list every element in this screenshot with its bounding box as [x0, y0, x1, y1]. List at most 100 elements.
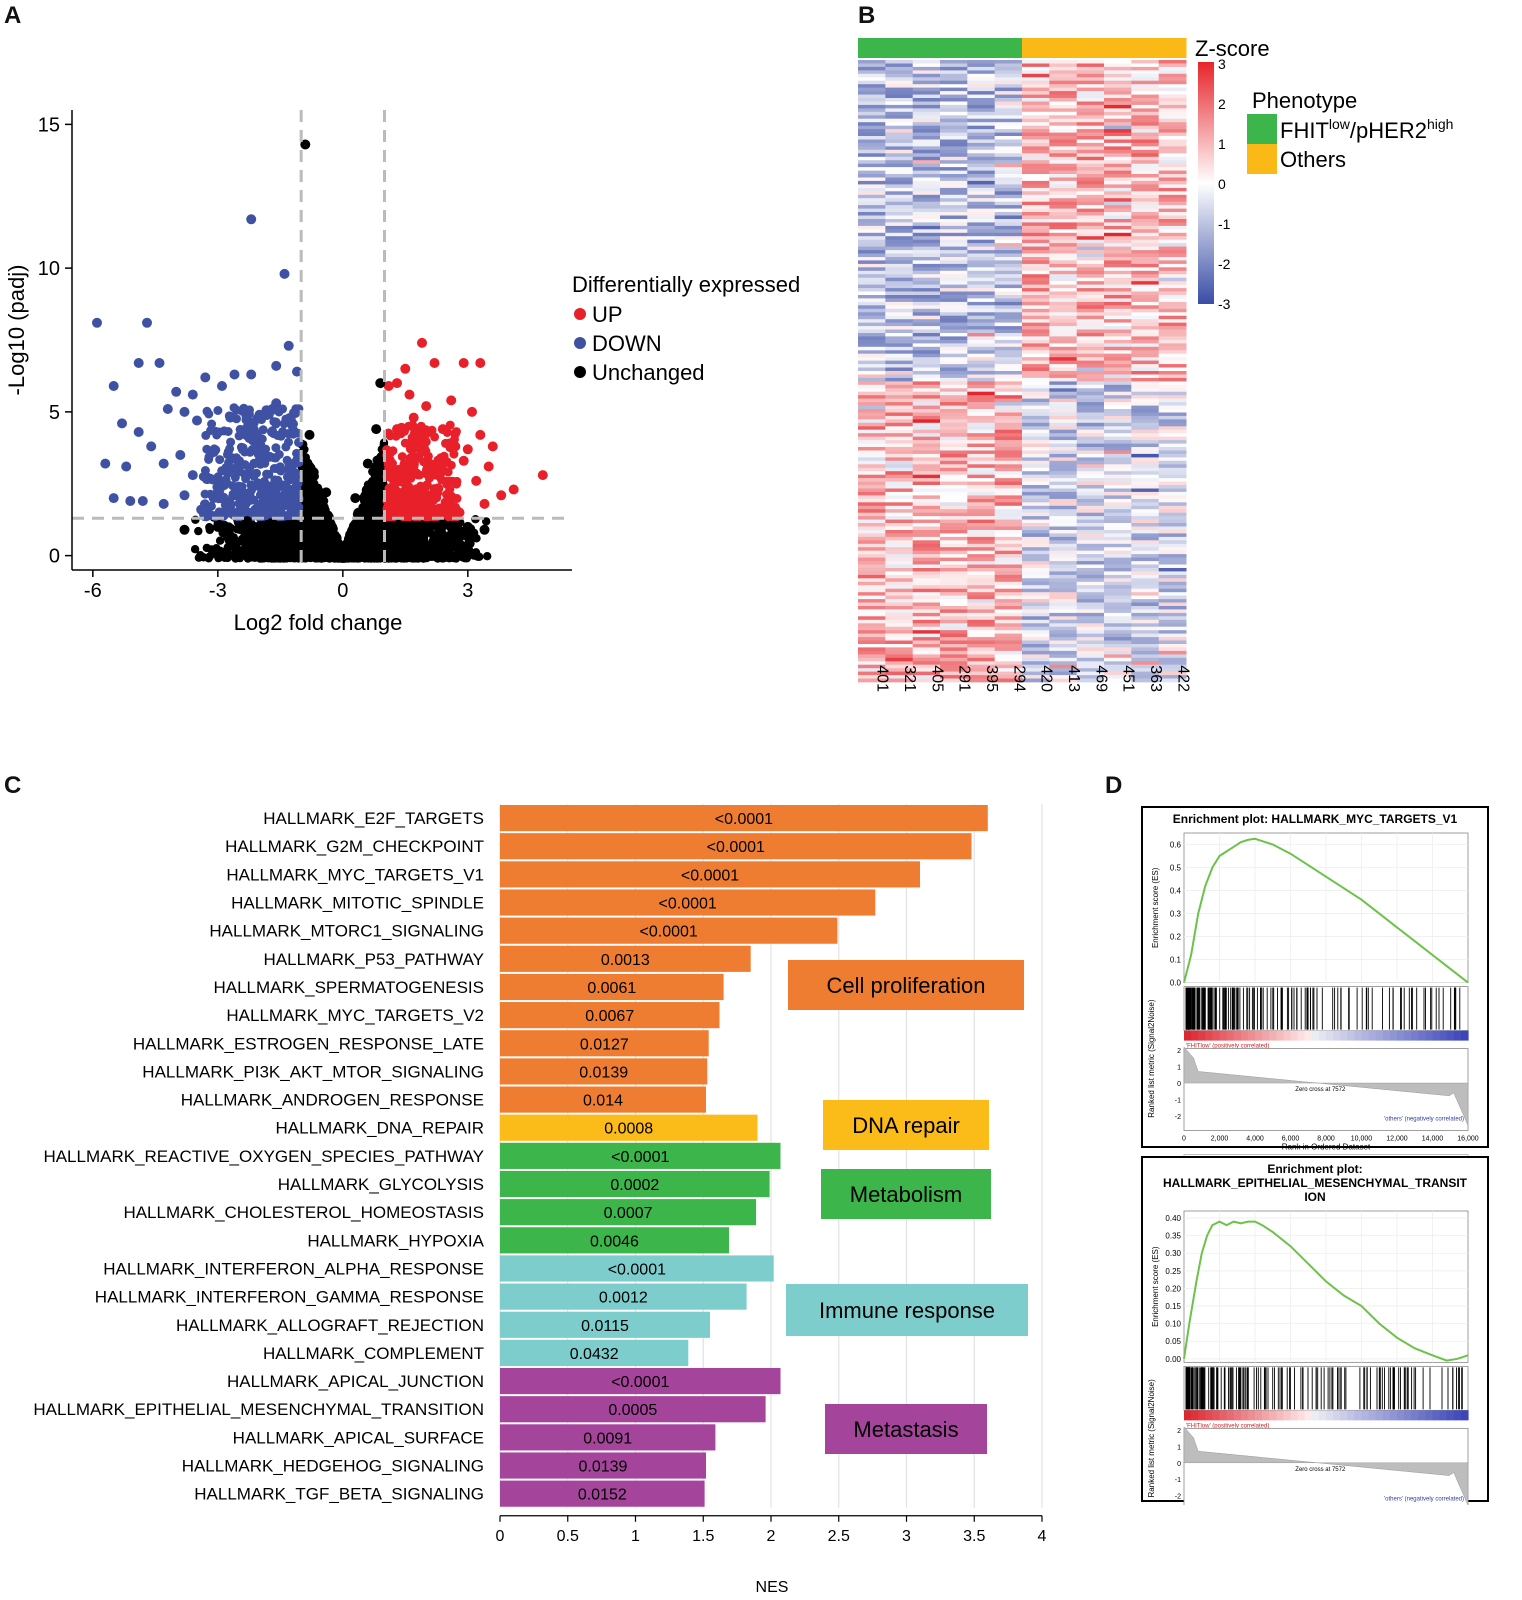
- heatmap-cell: [940, 132, 968, 137]
- heatmap-cell: [1022, 298, 1050, 303]
- unchanged-point: [245, 538, 254, 547]
- heatmap-cell: [967, 301, 996, 306]
- heatmap-cell: [1049, 66, 1078, 71]
- heatmap-cell: [1131, 177, 1160, 182]
- heatmap-cell: [1076, 360, 1105, 365]
- heatmap-cell: [1049, 453, 1078, 458]
- heatmap-cell: [1131, 305, 1160, 310]
- heatmap-cell: [1131, 395, 1160, 400]
- heatmap-cell: [1158, 87, 1187, 92]
- heatmap-cell: [885, 77, 914, 82]
- heatmap-cell: [940, 357, 968, 362]
- heatmap-cell: [1104, 343, 1132, 348]
- heatmap-cell: [1076, 94, 1105, 99]
- heatmap-cell: [1022, 447, 1050, 451]
- heatmap-cell: [940, 391, 968, 396]
- heatmap-cell: [940, 281, 968, 286]
- heatmap-cell: [1131, 388, 1160, 393]
- heatmap-cell: [1104, 239, 1132, 244]
- heatmap-cell: [967, 346, 996, 351]
- heatmap-cell: [994, 405, 1023, 410]
- heatmap-cell: [1022, 125, 1050, 130]
- down-point: [225, 412, 236, 423]
- heatmap-cell: [994, 277, 1023, 282]
- heatmap-cell: [1022, 322, 1050, 327]
- heatmap-cell: [967, 374, 996, 379]
- heatmap-cell: [885, 274, 914, 279]
- heatmap-cell: [1049, 91, 1078, 95]
- heatmap-cell: [1131, 471, 1160, 476]
- heatmap-cell: [1158, 91, 1187, 95]
- heatmap-cell: [994, 329, 1023, 334]
- heatmap-cell: [1104, 381, 1132, 386]
- heatmap-cell: [1104, 471, 1132, 476]
- heatmap-cell: [858, 308, 886, 313]
- heatmap-cell: [1158, 360, 1187, 365]
- up-point: [439, 505, 449, 515]
- heatmap-cell: [1049, 467, 1078, 472]
- heatmap-cell: [967, 398, 996, 403]
- heatmap-cell: [1022, 98, 1050, 102]
- heatmap-cell: [885, 115, 914, 120]
- heatmap-cell: [885, 91, 914, 95]
- heatmap-cell: [885, 232, 914, 237]
- heatmap-cell: [1131, 108, 1160, 113]
- heatmap-cell: [994, 457, 1023, 462]
- unchanged-point: [445, 522, 455, 532]
- heatmap-cell: [967, 447, 996, 451]
- heatmap-cell: [1049, 246, 1078, 251]
- heatmap-cell: [967, 191, 996, 196]
- heatmap-cell: [967, 367, 996, 372]
- heatmap-cell: [940, 101, 968, 106]
- heatmap-cell: [885, 198, 914, 203]
- heatmap-cell: [940, 222, 968, 227]
- heatmap-cell: [1049, 322, 1078, 327]
- heatmap-cell: [885, 170, 914, 175]
- heatmap-cell: [1022, 422, 1050, 427]
- heatmap-cell: [940, 485, 968, 489]
- heatmap-cell: [967, 270, 996, 275]
- heatmap-cell: [1158, 412, 1187, 417]
- heatmap-cell: [1131, 149, 1160, 154]
- unchanged-point: [255, 522, 264, 531]
- heatmap-cell: [885, 87, 914, 92]
- heatmap-cell: [967, 343, 996, 348]
- heatmap-cell: [967, 225, 996, 230]
- heatmap-cell: [967, 198, 996, 203]
- phenotype-band: [1158, 38, 1187, 58]
- heatmap-cell: [912, 104, 941, 109]
- heatmap-cell: [994, 419, 1023, 424]
- heatmap-cell: [912, 377, 941, 382]
- heatmap-cell: [1131, 129, 1160, 133]
- down-point: [108, 381, 119, 391]
- heatmap-cell: [1049, 495, 1078, 500]
- heatmap-cell: [994, 253, 1023, 258]
- heatmap-cell: [1104, 364, 1132, 368]
- heatmap-cell: [967, 284, 996, 289]
- heatmap-cell: [1131, 343, 1160, 348]
- heatmap-cell: [967, 118, 996, 123]
- heatmap-cell: [1131, 339, 1160, 344]
- heatmap-cell: [1022, 63, 1050, 68]
- heatmap-cell: [912, 225, 941, 230]
- down-point: [158, 498, 169, 509]
- heatmap-cell: [1131, 225, 1160, 230]
- heatmap-cell: [940, 464, 968, 469]
- heatmap-cell: [994, 108, 1023, 113]
- heatmap-cell: [967, 153, 996, 158]
- heatmap-cell: [967, 491, 996, 496]
- heatmap-cell: [1022, 122, 1050, 127]
- heatmap-cell: [1104, 156, 1132, 161]
- heatmap-cell: [1076, 225, 1105, 230]
- heatmap-cell: [1131, 384, 1160, 389]
- heatmap-cell: [885, 212, 914, 216]
- heatmap-cell: [1131, 301, 1160, 306]
- heatmap-cell: [885, 191, 914, 196]
- heatmap-cell: [1104, 433, 1132, 438]
- down-point: [283, 464, 294, 475]
- heatmap-cell: [940, 350, 968, 355]
- heatmap-cell: [1104, 374, 1132, 379]
- down-point: [246, 214, 257, 225]
- heatmap-cell: [1049, 409, 1078, 413]
- heatmap-cell: [1104, 208, 1132, 213]
